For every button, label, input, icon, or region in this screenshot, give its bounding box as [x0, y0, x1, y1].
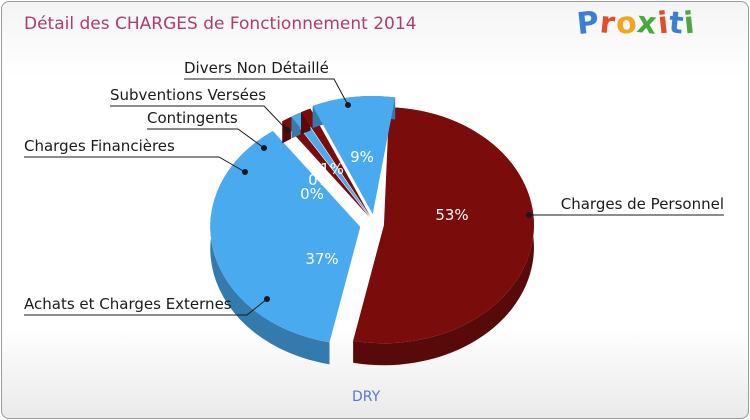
leader-arrow: [261, 145, 267, 151]
pie-slice[interactable]: [353, 107, 534, 366]
leader-arrow: [345, 102, 351, 108]
slice-label: Contingents: [147, 109, 238, 127]
leader-arrow: [242, 169, 248, 175]
pie-slice[interactable]: [312, 96, 396, 215]
chart-title: Détail des CHARGES de Fonctionnement 201…: [24, 14, 417, 34]
slice-percent: 9%: [350, 148, 374, 166]
city-label: DRY: [352, 389, 381, 405]
slice-label: Divers Non Détaillé: [184, 59, 329, 77]
pie-slice[interactable]: [291, 112, 371, 218]
slice-label: Subventions Versées: [110, 86, 266, 104]
leader-arrow: [526, 212, 532, 218]
leader-line: [110, 105, 288, 131]
slice-label: Charges Financières: [24, 137, 175, 155]
slice-percent: 1%: [320, 160, 344, 178]
leader-line: [24, 298, 268, 316]
pie-slice[interactable]: [301, 108, 371, 217]
slice-percent: 0%: [300, 185, 324, 203]
slice-percent: 37%: [305, 250, 338, 268]
leader-line: [147, 128, 265, 149]
leader-line: [184, 78, 349, 106]
pie-slice[interactable]: [210, 130, 361, 365]
leader-arrow: [284, 127, 290, 133]
leader-arrow: [264, 296, 270, 302]
leader-line: [24, 156, 246, 173]
slice-percent: 0%: [308, 171, 332, 189]
slice-label: Charges de Personnel: [561, 195, 724, 213]
slice-label: Achats et Charges Externes: [24, 295, 232, 313]
slice-percent: 53%: [435, 206, 468, 224]
